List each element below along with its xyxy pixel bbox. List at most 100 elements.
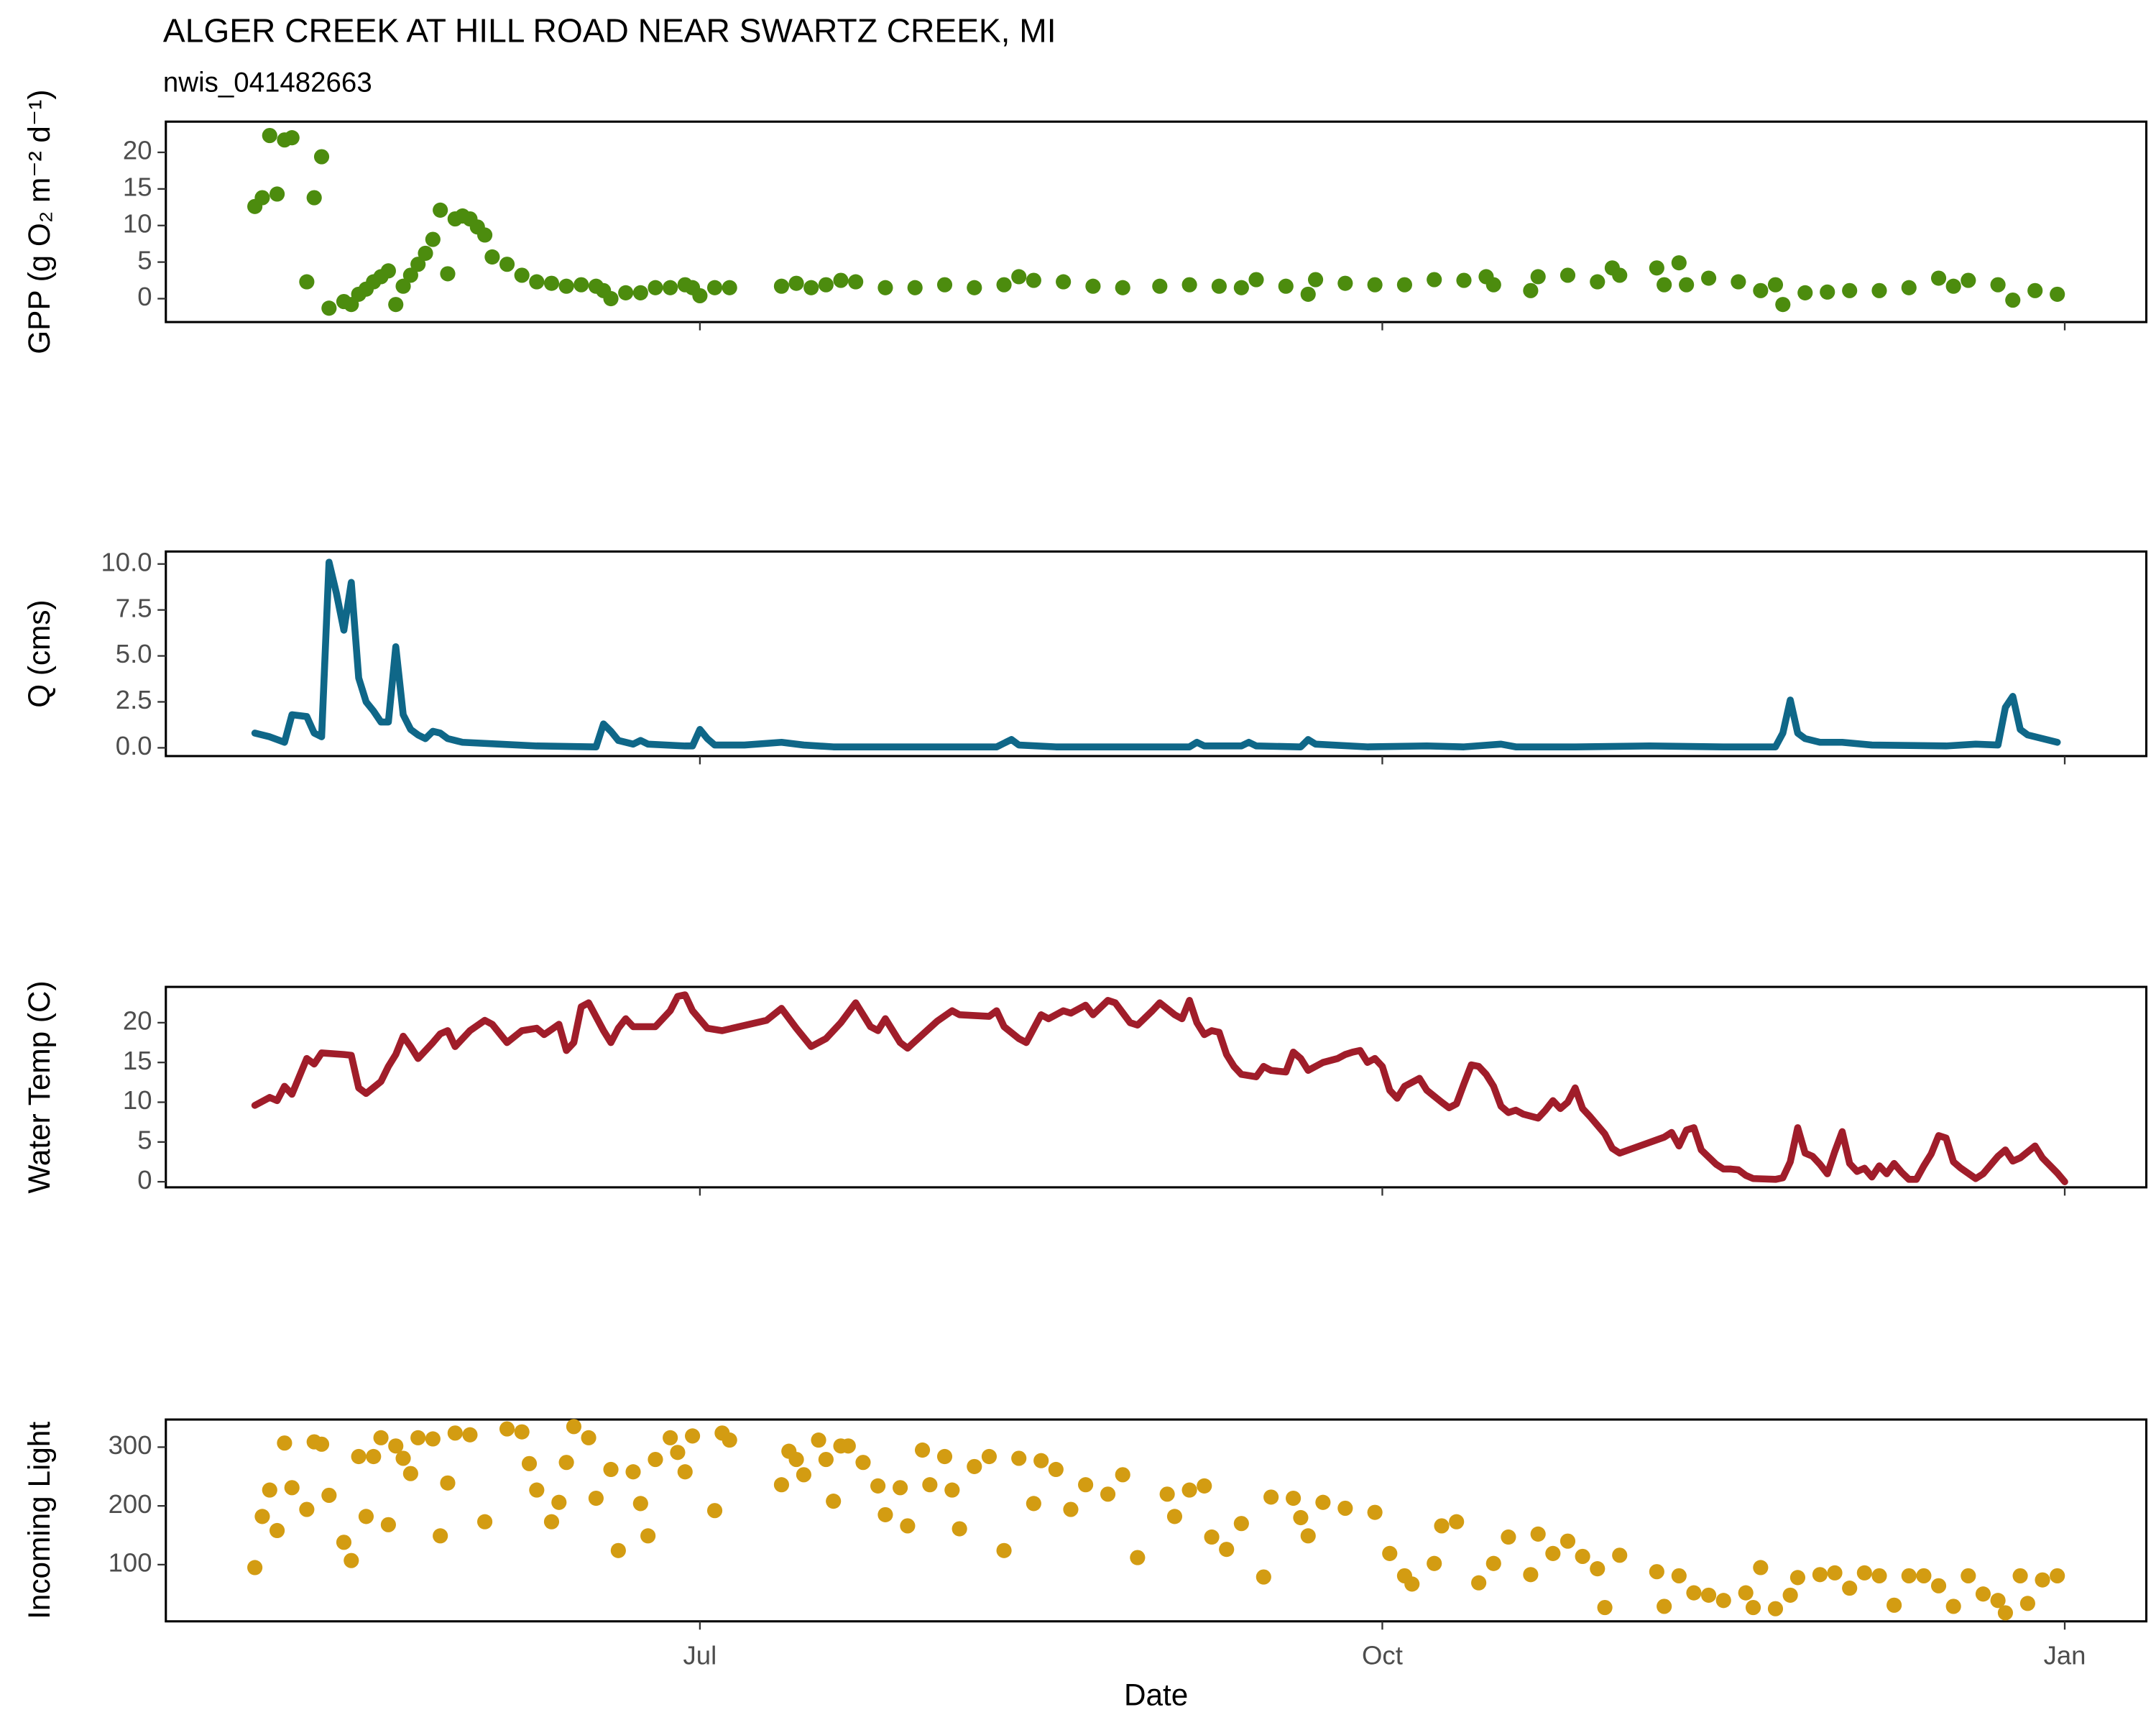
point (499, 257, 515, 272)
point (1612, 267, 1628, 283)
point (811, 1432, 826, 1448)
point (944, 1482, 960, 1498)
point (2005, 292, 2021, 308)
point (1530, 269, 1546, 285)
point (1367, 277, 1383, 293)
point (803, 280, 819, 295)
point (1701, 1587, 1717, 1603)
point (1715, 1593, 1731, 1609)
point (632, 285, 648, 300)
point (1233, 280, 1249, 295)
point (254, 1509, 270, 1524)
point (1337, 275, 1353, 291)
point (543, 275, 560, 291)
point (1753, 1560, 1769, 1576)
point (313, 1436, 330, 1452)
point (640, 1528, 656, 1544)
point (344, 1552, 359, 1568)
point (1975, 1586, 1991, 1602)
point (558, 278, 574, 294)
point (1930, 1578, 1947, 1593)
point (254, 190, 270, 206)
point (1797, 285, 1813, 300)
point (670, 1445, 686, 1460)
point (833, 272, 849, 288)
point (603, 1461, 619, 1478)
point (543, 1514, 560, 1530)
point (1575, 1548, 1590, 1565)
point (1789, 1570, 1806, 1586)
y-tick-label: 5 (137, 245, 152, 275)
y-axis-title: Water Temp (C) (22, 980, 56, 1193)
point (877, 1506, 893, 1522)
point (558, 1455, 574, 1471)
x-tick-label: Oct (1362, 1640, 1403, 1670)
point (610, 1542, 626, 1558)
point (1871, 1568, 1887, 1583)
point (1427, 272, 1442, 288)
point (1211, 278, 1227, 294)
point (299, 1501, 315, 1517)
point (692, 288, 708, 304)
point (1456, 272, 1472, 288)
x-tick-label: Jul (683, 1640, 717, 1670)
point (773, 278, 790, 294)
point (1930, 270, 1947, 286)
point (818, 1452, 834, 1468)
point (625, 1464, 641, 1480)
point (395, 1450, 411, 1466)
point (996, 277, 1012, 293)
point (1812, 1567, 1828, 1583)
point (1842, 282, 1858, 298)
point (499, 1421, 515, 1437)
point (1530, 1526, 1546, 1542)
point (1026, 272, 1041, 288)
point (632, 1496, 648, 1512)
point (1219, 1542, 1235, 1558)
point (1612, 1547, 1628, 1563)
y-tick-label: 15 (123, 1046, 152, 1075)
plot-border (165, 120, 2148, 323)
point (1753, 282, 1769, 298)
point (788, 275, 804, 291)
point (900, 1518, 916, 1534)
point (1560, 1533, 1576, 1549)
point (462, 1427, 478, 1443)
point (1181, 1482, 1197, 1498)
point (1063, 1501, 1079, 1517)
point (663, 280, 678, 295)
point (1657, 277, 1672, 293)
point (410, 257, 426, 272)
point (484, 249, 500, 265)
y-tick-label: 5.0 (116, 639, 152, 668)
point (1293, 1509, 1309, 1526)
y-tick-label: 10 (123, 208, 152, 238)
point (1560, 267, 1576, 283)
point (1315, 1494, 1331, 1510)
point (440, 266, 456, 282)
point (306, 190, 322, 206)
point (1396, 277, 1412, 293)
point (1300, 286, 1316, 302)
point (1485, 277, 1501, 293)
point (529, 274, 545, 290)
y-tick-label: 0.0 (116, 731, 152, 760)
point (299, 274, 315, 290)
point (270, 186, 285, 202)
point (1033, 1453, 1049, 1468)
point (1427, 1555, 1442, 1571)
point (981, 1448, 998, 1465)
point (447, 1425, 463, 1441)
point (1404, 1576, 1420, 1592)
point (477, 227, 493, 243)
point (1026, 1496, 1041, 1512)
point (2050, 1568, 2065, 1583)
point (706, 280, 723, 295)
point (1901, 280, 1917, 295)
point (967, 280, 982, 295)
point (1286, 1490, 1302, 1506)
point (1657, 1598, 1672, 1614)
point (1686, 1585, 1702, 1601)
